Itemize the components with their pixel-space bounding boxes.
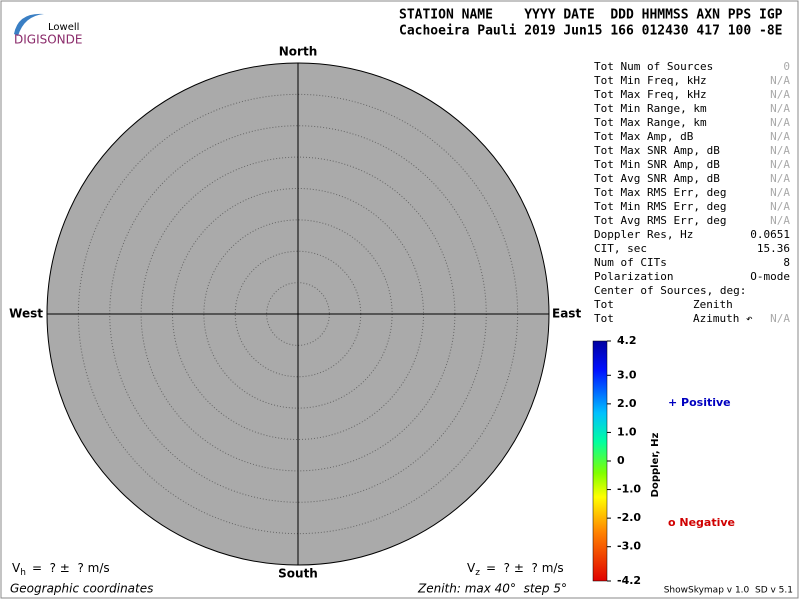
stat-label: Tot Avg SNR Amp, dB	[594, 172, 720, 185]
stat-value: N/A	[770, 88, 790, 101]
stat-label: Num of CITs	[594, 256, 667, 269]
south-label: South	[278, 567, 318, 581]
stat-label: Tot Max RMS Err, deg	[594, 186, 726, 199]
stat-label: Tot Max SNR Amp, dB	[594, 144, 720, 157]
colorbar-tick-label: -3.0	[617, 540, 641, 553]
stat-label: Center of Sources, deg:	[594, 284, 746, 297]
stat-label: Polarization	[594, 270, 673, 283]
stat-label: Tot Min RMS Err, deg	[594, 200, 726, 213]
stat-value: N/A	[770, 102, 790, 115]
stat-value: N/A	[770, 200, 790, 213]
stat-label: Tot	[594, 312, 614, 325]
colorbar-tick-label: 3.0	[617, 368, 637, 381]
velocity-z: Vz = ? ± ? m/s	[467, 561, 564, 578]
stat-label: Tot Avg RMS Err, deg	[594, 214, 726, 227]
stat-value: N/A	[770, 172, 790, 185]
stat-value: N/A	[770, 74, 790, 87]
footer-left: Geographic coordinates	[10, 582, 153, 596]
stat-value: 0.0651	[750, 228, 790, 241]
stat-value: N/A	[770, 116, 790, 129]
legend-negative: o Negative	[668, 516, 735, 529]
colorbar-title: Doppler, Hz	[650, 433, 661, 498]
stat-label: Tot Min Range, km	[594, 102, 707, 115]
stat-value: 15.36	[757, 242, 790, 255]
stat-value: N/A	[770, 158, 790, 171]
colorbar	[592, 340, 608, 582]
stat-label: Tot Max Freq, kHz	[594, 88, 707, 101]
logo-bottom: DIGISONDE	[14, 33, 82, 47]
stat-value: O-mode	[750, 270, 790, 283]
colorbar-tick-label: 2.0	[617, 397, 637, 410]
stat-label: Tot Min SNR Amp, dB	[594, 158, 720, 171]
east-label: East	[552, 307, 581, 321]
colorbar-tick-label: 4.2	[617, 334, 637, 347]
stat-value: N/A	[770, 144, 790, 157]
stat-value: 8	[783, 256, 790, 269]
stat-label: Tot Max Range, km	[594, 116, 707, 129]
colorbar-tick-label: -2.0	[617, 511, 641, 524]
stat-value: N/A	[770, 130, 790, 143]
header-labels: STATION NAME YYYY DATE DDD HHMMSS AXN PP…	[399, 8, 783, 23]
stat-label: CIT, sec	[594, 242, 647, 255]
stat-label: Tot Min Freq, kHz	[594, 74, 707, 87]
stat-label: Tot Num of Sources	[594, 60, 713, 73]
colorbar-tick-label: 1.0	[617, 425, 637, 438]
stat-sub: Zenith	[693, 298, 733, 311]
header-values: Cachoeira Pauli 2019 Jun15 166 012430 41…	[399, 24, 783, 39]
velocity-h: Vh = ? ± ? m/s	[12, 561, 110, 578]
logo-swoosh	[14, 13, 44, 36]
stat-label: Tot	[594, 298, 614, 311]
legend-positive: + Positive	[668, 396, 731, 409]
stat-value: N/A	[770, 186, 790, 199]
stat-value: N/A	[770, 312, 790, 325]
logo-top: Lowell	[48, 22, 79, 33]
footer-right: ShowSkymap v 1.0 SD v 5.1	[664, 586, 793, 596]
stat-sub: Azimuth ↶	[693, 312, 753, 325]
stat-label: Tot Max Amp, dB	[594, 130, 694, 143]
stat-value: N/A	[770, 214, 790, 227]
stat-label: Doppler Res, Hz	[594, 228, 693, 241]
north-label: North	[279, 45, 317, 59]
colorbar-tick-label: -1.0	[617, 483, 641, 496]
west-label: West	[9, 307, 43, 321]
footer-center: Zenith: max 40° step 5°	[417, 582, 567, 596]
stat-value: 0	[783, 60, 790, 73]
colorbar-tick-label: 0	[617, 454, 625, 467]
colorbar-tick-label: -4.2	[617, 574, 641, 587]
